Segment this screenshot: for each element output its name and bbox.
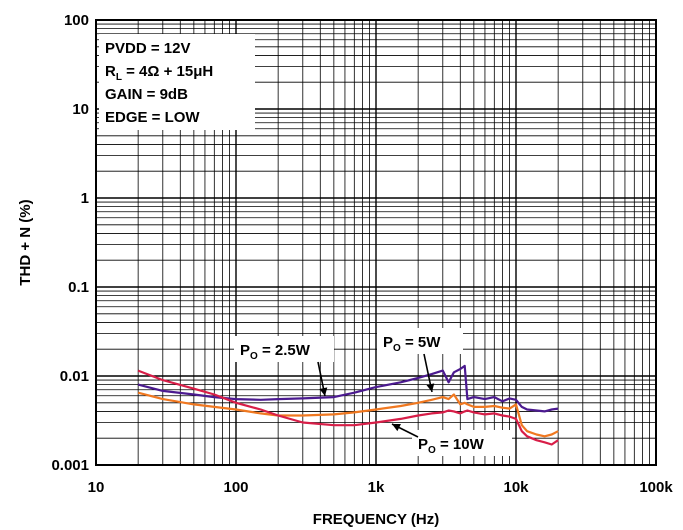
- plot-frame: [95, 19, 657, 466]
- condition-load: RL = 4Ω + 15μH: [105, 63, 213, 83]
- condition-pvdd: PVDD = 12V: [105, 40, 190, 57]
- x-tick-label: 10k: [503, 479, 529, 496]
- condition-edge: EDGE = LOW: [105, 109, 200, 126]
- x-tick-label: 100: [223, 479, 248, 496]
- arrowhead-icon: [319, 387, 328, 396]
- annotation-background: [412, 430, 512, 456]
- y-tick-label: 0.01: [60, 368, 89, 385]
- y-tick-label: 100: [64, 12, 89, 29]
- arrowhead-icon: [426, 383, 435, 392]
- series-line-3: [137, 369, 559, 446]
- condition-gain: GAIN = 9dB: [105, 86, 188, 103]
- series-line-2: [137, 391, 559, 438]
- x-tick-label: 10: [88, 479, 105, 496]
- series-label-3: PO = 10W: [418, 436, 485, 456]
- series-lines: [137, 364, 559, 446]
- series-label-2: PO = 5W: [383, 334, 441, 354]
- y-tick-labels: 100 10 1 0.1 0.01 0.001: [51, 12, 89, 474]
- conditions-box: PVDD = 12V RL = 4Ω + 15μH GAIN = 9dB EDG…: [99, 34, 255, 130]
- annotation-background: [377, 328, 463, 354]
- x-tick-label: 1k: [368, 479, 385, 496]
- y-tick-label: 1: [81, 190, 89, 207]
- x-tick-label: 100k: [639, 479, 673, 496]
- y-tick-label: 0.1: [68, 279, 89, 296]
- x-axis-label: FREQUENCY (Hz): [313, 511, 439, 528]
- y-tick-label: 0.001: [51, 457, 89, 474]
- annotation-background: [234, 336, 334, 362]
- series-label-1: PO = 2.5W: [240, 342, 311, 362]
- conditions-background: [99, 34, 255, 130]
- x-tick-labels: 10 100 1k 10k 100k: [88, 479, 674, 496]
- series-line-1: [137, 364, 559, 413]
- y-tick-label: 10: [72, 101, 89, 118]
- y-axis-label: THD + N (%): [17, 199, 34, 285]
- series-annotations: PO = 2.5W PO = 5W PO = 10W: [234, 328, 512, 456]
- arrowhead-icon: [392, 424, 401, 432]
